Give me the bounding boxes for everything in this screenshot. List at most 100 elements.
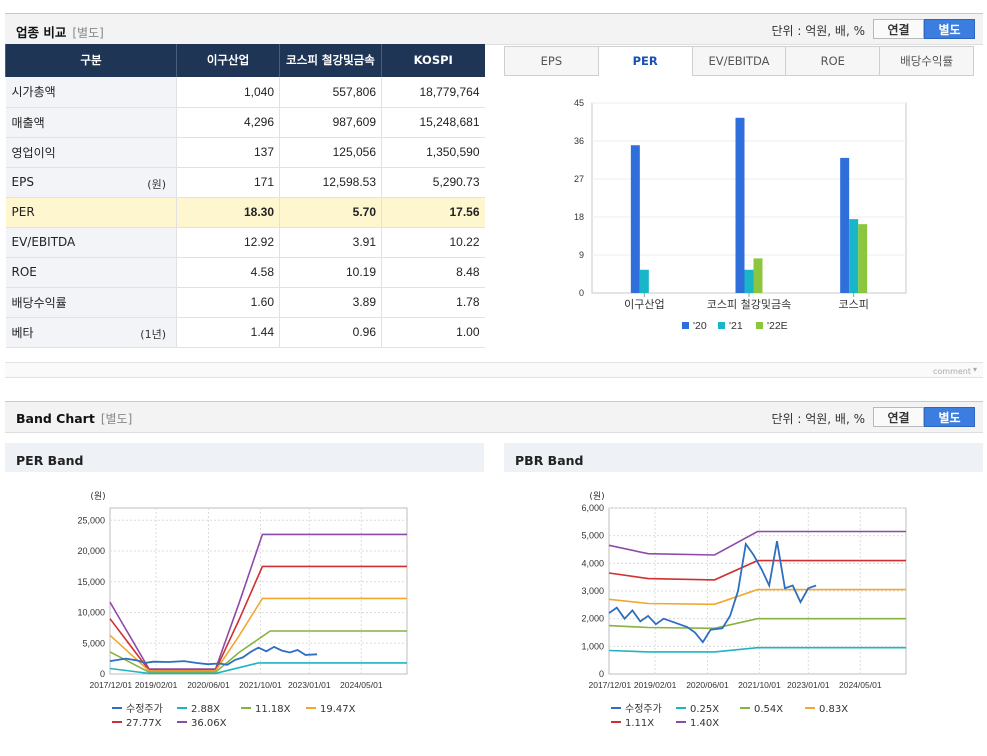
band-toggle: 연결 별도: [873, 407, 975, 427]
y-axis-unit: (원): [589, 491, 604, 502]
row-value: 5.70: [279, 197, 382, 228]
pbr-band-title: PBR Band: [504, 443, 983, 472]
row-label-text: 시가총액: [11, 85, 56, 100]
compare-header: 업종 비교 [별도] 단위 : 억원, 배, % 연결 별도: [5, 13, 983, 45]
bar-코스피 철강및금속-'22E: [753, 258, 763, 293]
band-consolidated-button[interactable]: 연결: [873, 407, 924, 427]
tab-eps[interactable]: EPS: [504, 46, 599, 76]
legend-label: 11.18X: [255, 704, 291, 715]
legend-label: 36.06X: [191, 718, 227, 729]
row-value: 3.89: [279, 287, 382, 318]
x-tick-label: 2021/10/01: [239, 680, 282, 690]
tab-dividend-yield[interactable]: 배당수익률: [880, 46, 974, 76]
row-label: 매출액: [5, 107, 177, 138]
comment-bar: comment ▾: [5, 362, 983, 378]
y-tick-label: 2,000: [581, 614, 604, 624]
row-value: 18,779,764: [381, 77, 485, 108]
band-separate-button[interactable]: 별도: [924, 407, 975, 427]
tab-ev-ebitda[interactable]: EV/EBITDA: [692, 46, 787, 76]
x-tick-label: 2020/06/01: [686, 680, 729, 690]
table-row: EV/EBITDA 12.92 3.91 10.22: [5, 227, 485, 258]
bar-이구산업-'20: [630, 145, 640, 293]
row-value: 125,056: [279, 137, 382, 168]
x-tick-label: 2024/05/01: [340, 680, 383, 690]
row-value: 12,598.53: [279, 167, 382, 198]
table-row: ROE 4.58 10.19 8.48: [5, 257, 485, 288]
row-value: 1.44: [176, 317, 280, 348]
x-category-label: 이구산업: [624, 298, 664, 311]
y-tick-label: 20,000: [77, 546, 105, 556]
consolidated-button[interactable]: 연결: [873, 19, 924, 39]
row-label: PER: [5, 197, 177, 228]
row-label: 영업이익: [5, 137, 177, 168]
table-row: 베타 (1년) 1.44 0.96 1.00: [5, 317, 485, 348]
row-value: 1.00: [381, 317, 485, 348]
compare-unit: 단위 : 억원, 배, %: [771, 24, 865, 38]
row-value: 10.22: [381, 227, 485, 258]
legend-label: '22E: [767, 320, 788, 332]
row-value: 18.30: [176, 197, 280, 228]
y-tick-label: 3,000: [581, 586, 604, 596]
x-tick-label: 2021/10/01: [738, 680, 781, 690]
y-tick-label: 1,000: [581, 641, 604, 651]
band-header: Band Chart [별도] 단위 : 억원, 배, % 연결 별도: [5, 401, 983, 433]
compare-table: 구분 이구산업 코스피 철강및금속 KOSPI 시가총액 1,040 557,806…: [5, 44, 485, 348]
x-tick-label: 2024/05/01: [839, 680, 882, 690]
y-tick-label: 0: [100, 669, 105, 679]
band-title: Band Chart [별도]: [16, 411, 133, 426]
row-label: 시가총액: [5, 77, 177, 108]
row-label: 배당수익률: [5, 287, 177, 318]
x-category-label: 코스피: [838, 298, 868, 311]
series-line-19.47X: [109, 597, 407, 672]
bar-코스피-'20: [840, 157, 850, 293]
tab-roe[interactable]: ROE: [786, 46, 881, 76]
per-bar-chart: 0 9 18 27 36 45 이구산업 코스피 철강및금속 코스피 '20 '21 '22E: [574, 98, 907, 332]
y-tick-label: 27: [574, 174, 584, 184]
table-row: 영업이익 137 125,056 1,350,590: [5, 137, 485, 168]
series-line-1.40X: [608, 530, 906, 556]
y-tick-label: 5,000: [82, 638, 105, 648]
y-tick-label: 0: [579, 288, 584, 298]
ratio-tabs: EPS PER EV/EBITDA ROE 배당수익률: [504, 46, 974, 76]
compare-title: 업종 비교 [별도]: [16, 25, 104, 40]
y-tick-label: 4,000: [581, 558, 604, 568]
row-value: 171: [176, 167, 280, 198]
row-value: 1.78: [381, 287, 485, 318]
legend-swatch: [756, 322, 763, 329]
legend-swatch: [718, 322, 725, 329]
series-line-0.25X: [608, 646, 906, 653]
col-header-company: 이구산업: [176, 44, 280, 77]
legend-label: 수정주가: [126, 703, 163, 715]
row-unit: (원): [147, 177, 166, 191]
comment-toggle[interactable]: comment ▾: [932, 365, 977, 376]
row-value: 5,290.73: [381, 167, 485, 198]
compare-subtitle: [별도]: [72, 26, 104, 40]
y-tick-label: 25,000: [77, 515, 105, 525]
row-value: 1.60: [176, 287, 280, 318]
table-row: EPS (원) 171 12,598.53 5,290.73: [5, 167, 485, 198]
y-tick-label: 15,000: [77, 577, 105, 587]
col-header-industry: 코스피 철강및금속: [279, 44, 382, 77]
table-row: 배당수익률 1.60 3.89 1.78: [5, 287, 485, 318]
row-label-text: EPS: [11, 175, 34, 189]
tab-per[interactable]: PER: [598, 46, 693, 76]
row-value: 12.92: [176, 227, 280, 258]
row-value: 10.19: [279, 257, 382, 288]
bar-이구산업-'21: [639, 269, 649, 293]
row-value: 1,040: [176, 77, 280, 108]
legend-label: 1.11X: [625, 718, 654, 729]
series-line-수정주가: [608, 541, 817, 644]
legend-label: 0.83X: [819, 704, 848, 715]
row-value: 15,248,681: [381, 107, 485, 138]
table-row: PER 18.30 5.70 17.56: [5, 197, 485, 228]
legend-label: 19.47X: [320, 704, 356, 715]
row-label: ROE: [5, 257, 177, 288]
legend-label: 0.54X: [754, 704, 783, 715]
separate-button[interactable]: 별도: [924, 19, 975, 39]
legend-label: '20: [693, 320, 707, 332]
row-label-text: 영업이익: [11, 145, 56, 160]
legend-label: 1.40X: [690, 718, 719, 729]
compare-toggle: 연결 별도: [873, 19, 975, 39]
row-unit: (1년): [140, 327, 166, 341]
y-axis-unit: (원): [90, 491, 105, 502]
